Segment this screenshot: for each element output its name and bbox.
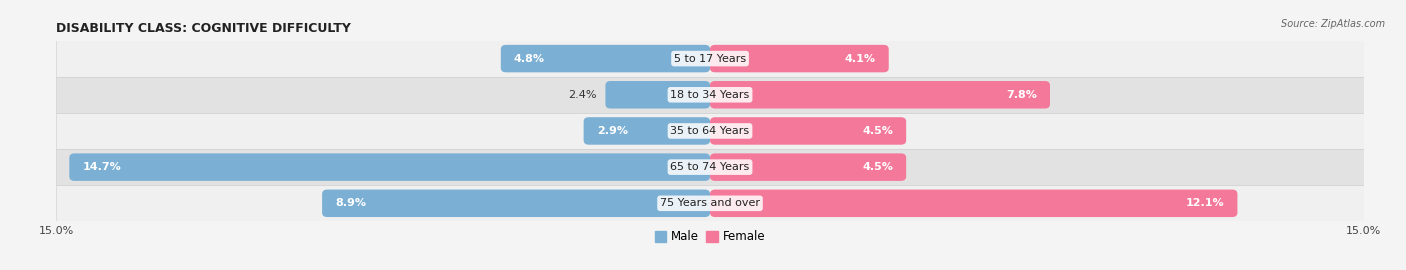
Bar bbox=[56, 40, 1364, 77]
Bar bbox=[56, 77, 1364, 113]
Text: 7.8%: 7.8% bbox=[1007, 90, 1038, 100]
Text: 12.1%: 12.1% bbox=[1185, 198, 1225, 208]
FancyBboxPatch shape bbox=[501, 45, 710, 72]
FancyBboxPatch shape bbox=[710, 153, 905, 181]
Text: 4.1%: 4.1% bbox=[845, 53, 876, 64]
FancyBboxPatch shape bbox=[710, 81, 1050, 109]
Text: 14.7%: 14.7% bbox=[83, 162, 121, 172]
Bar bbox=[56, 185, 1364, 221]
Bar bbox=[56, 149, 1364, 185]
FancyBboxPatch shape bbox=[322, 190, 710, 217]
FancyBboxPatch shape bbox=[606, 81, 710, 109]
Text: 2.9%: 2.9% bbox=[596, 126, 627, 136]
Text: 4.5%: 4.5% bbox=[862, 126, 893, 136]
FancyBboxPatch shape bbox=[710, 117, 905, 145]
Text: 65 to 74 Years: 65 to 74 Years bbox=[671, 162, 749, 172]
Text: DISABILITY CLASS: COGNITIVE DIFFICULTY: DISABILITY CLASS: COGNITIVE DIFFICULTY bbox=[56, 22, 352, 35]
Legend: Male, Female: Male, Female bbox=[650, 226, 770, 248]
FancyBboxPatch shape bbox=[710, 190, 1237, 217]
Text: 35 to 64 Years: 35 to 64 Years bbox=[671, 126, 749, 136]
Text: 5 to 17 Years: 5 to 17 Years bbox=[673, 53, 747, 64]
Bar bbox=[56, 113, 1364, 149]
FancyBboxPatch shape bbox=[69, 153, 710, 181]
Text: 8.9%: 8.9% bbox=[335, 198, 366, 208]
Text: Source: ZipAtlas.com: Source: ZipAtlas.com bbox=[1281, 19, 1385, 29]
Text: 75 Years and over: 75 Years and over bbox=[659, 198, 761, 208]
FancyBboxPatch shape bbox=[710, 45, 889, 72]
Text: 2.4%: 2.4% bbox=[568, 90, 596, 100]
FancyBboxPatch shape bbox=[583, 117, 710, 145]
Text: 4.8%: 4.8% bbox=[515, 53, 546, 64]
Text: 4.5%: 4.5% bbox=[862, 162, 893, 172]
Text: 18 to 34 Years: 18 to 34 Years bbox=[671, 90, 749, 100]
